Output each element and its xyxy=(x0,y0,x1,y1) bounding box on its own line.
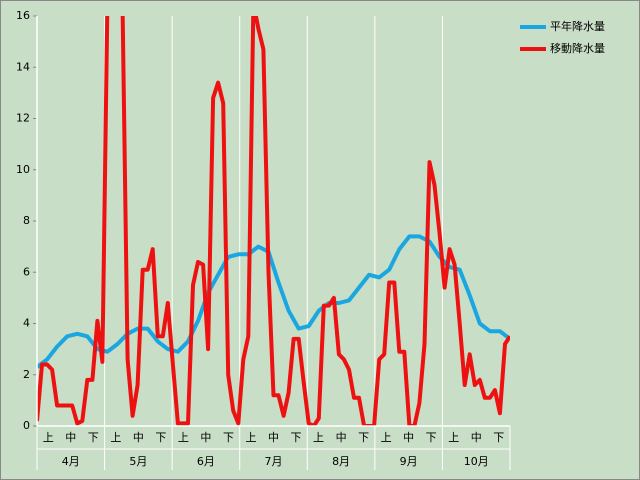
y-tick-label: 12 xyxy=(16,112,30,125)
dekad-label: 中 xyxy=(133,431,144,444)
y-tick-label: 6 xyxy=(23,265,30,278)
dekad-label: 中 xyxy=(65,431,76,444)
y-tick-label: 2 xyxy=(23,368,30,381)
y-tick-label: 10 xyxy=(16,163,30,176)
dekad-label: 下 xyxy=(88,431,99,444)
dekad-label: 中 xyxy=(268,431,279,444)
legend-label: 平年降水量 xyxy=(550,19,605,33)
y-tick-label: 14 xyxy=(16,60,30,73)
dekad-label: 上 xyxy=(245,431,256,444)
legend-label: 移動降水量 xyxy=(550,41,605,55)
month-label: 8月 xyxy=(332,455,350,468)
dekad-label: 上 xyxy=(448,431,459,444)
dekad-label: 下 xyxy=(358,431,369,444)
dekad-label: 上 xyxy=(43,431,54,444)
data-line xyxy=(37,16,510,426)
y-tick-label: 0 xyxy=(23,419,30,432)
dekad-label: 下 xyxy=(155,431,166,444)
dekad-label: 中 xyxy=(471,431,482,444)
dekad-label: 下 xyxy=(223,431,234,444)
dekad-label: 中 xyxy=(403,431,414,444)
dekad-label: 上 xyxy=(381,431,392,444)
month-label: 7月 xyxy=(265,455,283,468)
month-label: 6月 xyxy=(197,455,215,468)
dekad-label: 上 xyxy=(110,431,121,444)
dekad-label: 下 xyxy=(291,431,302,444)
dekad-label: 中 xyxy=(336,431,347,444)
month-label: 4月 xyxy=(62,455,80,468)
data-line xyxy=(37,234,510,369)
y-tick-label: 8 xyxy=(23,214,30,227)
dekad-label: 下 xyxy=(426,431,437,444)
y-tick-label: 16 xyxy=(16,9,30,22)
month-label: 9月 xyxy=(400,455,418,468)
month-label: 10月 xyxy=(464,455,489,468)
dekad-label: 上 xyxy=(178,431,189,444)
month-label: 5月 xyxy=(129,455,147,468)
y-tick-label: 4 xyxy=(23,317,30,330)
dekad-label: 中 xyxy=(200,431,211,444)
dekad-label: 下 xyxy=(493,431,504,444)
dekad-label: 上 xyxy=(313,431,324,444)
